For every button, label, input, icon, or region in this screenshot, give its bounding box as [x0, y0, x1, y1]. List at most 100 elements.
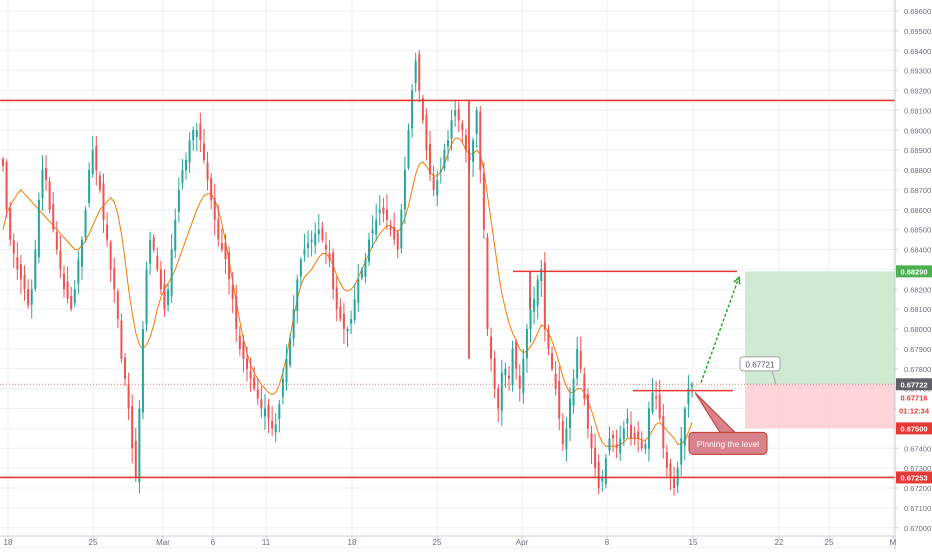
- candle-body: [662, 415, 665, 449]
- x-tick-label: M: [890, 538, 897, 547]
- candle-body: [554, 373, 557, 389]
- candle-body: [19, 264, 22, 280]
- x-tick-label: 25: [433, 538, 442, 547]
- y-tick-label: 0.69300: [904, 67, 931, 76]
- candle-body: [590, 433, 593, 449]
- candle-body: [285, 358, 288, 383]
- candle-body: [206, 162, 209, 180]
- candle-body: [98, 175, 101, 190]
- candle-body: [658, 394, 661, 419]
- candle-body: [170, 249, 173, 296]
- y-tick-label: 0.67400: [904, 444, 931, 453]
- candle-body: [242, 341, 245, 359]
- candle-body: [511, 348, 514, 386]
- candle-body: [131, 406, 134, 449]
- candle-body: [342, 313, 345, 329]
- y-tick-label: 0.69400: [904, 47, 931, 56]
- candle-body: [185, 160, 188, 171]
- candle-body: [167, 289, 170, 306]
- candle-body: [124, 357, 127, 379]
- candle-body: [450, 120, 453, 139]
- candle-body: [88, 170, 91, 203]
- candle-body: [181, 170, 184, 184]
- candle-body: [536, 279, 539, 306]
- candle-body: [665, 452, 668, 469]
- price-callout-pointer: [771, 370, 777, 385]
- candle-body: [138, 408, 141, 483]
- candle-body: [249, 370, 252, 379]
- countdown-bg: [896, 404, 932, 417]
- candle-body: [561, 421, 564, 445]
- candle-body: [80, 239, 83, 267]
- candle-body: [224, 242, 227, 260]
- candle-body: [619, 438, 622, 454]
- candle-body: [482, 173, 485, 230]
- candle-body: [525, 329, 528, 359]
- candle-body: [292, 309, 295, 339]
- candle-body: [403, 170, 406, 210]
- candle-body: [220, 243, 223, 250]
- candle-body: [9, 208, 12, 240]
- candle-body: [156, 256, 159, 270]
- arrow-head: [733, 275, 741, 285]
- candle-body: [396, 232, 399, 250]
- x-tick-label: 25: [825, 538, 834, 547]
- candle-body: [389, 226, 392, 230]
- stop-zone: [745, 384, 895, 429]
- candle-body: [23, 275, 26, 290]
- moving-average: [2, 137, 693, 447]
- candle-body: [364, 259, 367, 277]
- candle-body: [116, 291, 119, 320]
- candle-body: [400, 209, 403, 249]
- candles: [2, 50, 693, 496]
- candle-body: [321, 228, 324, 240]
- candle-body: [576, 348, 579, 379]
- candle-body: [113, 268, 116, 290]
- price-callout-box: [739, 356, 781, 372]
- candle-body: [163, 284, 166, 310]
- x-tick-label: 15: [689, 538, 698, 547]
- candle-body: [368, 239, 371, 262]
- candle-body: [583, 374, 586, 399]
- y-tick-label: 0.68200: [904, 285, 931, 294]
- y-tick-label: 0.67100: [904, 504, 931, 513]
- candle-body: [644, 444, 647, 449]
- candle-body: [371, 229, 374, 234]
- x-tick-label: 25: [89, 538, 98, 547]
- candle-body: [106, 224, 109, 240]
- candle-body: [73, 289, 76, 304]
- candle-body: [479, 111, 482, 170]
- y-tick-label: 0.67800: [904, 365, 931, 374]
- candle-body: [253, 377, 256, 389]
- candle-body: [558, 381, 561, 419]
- y-tick-label: 0.68100: [904, 305, 931, 314]
- candle-body: [375, 219, 378, 235]
- candle-body: [30, 289, 33, 305]
- candle-body: [683, 408, 686, 446]
- candle-body: [393, 226, 396, 240]
- candle-body: [37, 199, 40, 258]
- candle-body: [633, 432, 636, 439]
- candle-body: [271, 421, 274, 429]
- candle-body: [608, 438, 611, 451]
- candle-body: [328, 253, 331, 260]
- candle-body: [432, 176, 435, 190]
- candle-body: [540, 269, 543, 282]
- comment-pointer: [694, 392, 737, 433]
- candle-body: [507, 375, 510, 379]
- candle-body: [655, 396, 658, 399]
- candle-body: [385, 209, 388, 220]
- stop-price-label: 0.67500: [900, 424, 927, 433]
- x-tick-label: 18: [4, 538, 13, 547]
- candle-body: [464, 135, 467, 151]
- candle-body: [274, 424, 277, 433]
- candle-body: [626, 418, 629, 424]
- y-tick-label: 0.69100: [904, 106, 931, 115]
- candle-body: [195, 130, 198, 137]
- candle-body: [680, 438, 683, 465]
- y-tick-label: 0.67900: [904, 345, 931, 354]
- candle-body: [335, 287, 338, 310]
